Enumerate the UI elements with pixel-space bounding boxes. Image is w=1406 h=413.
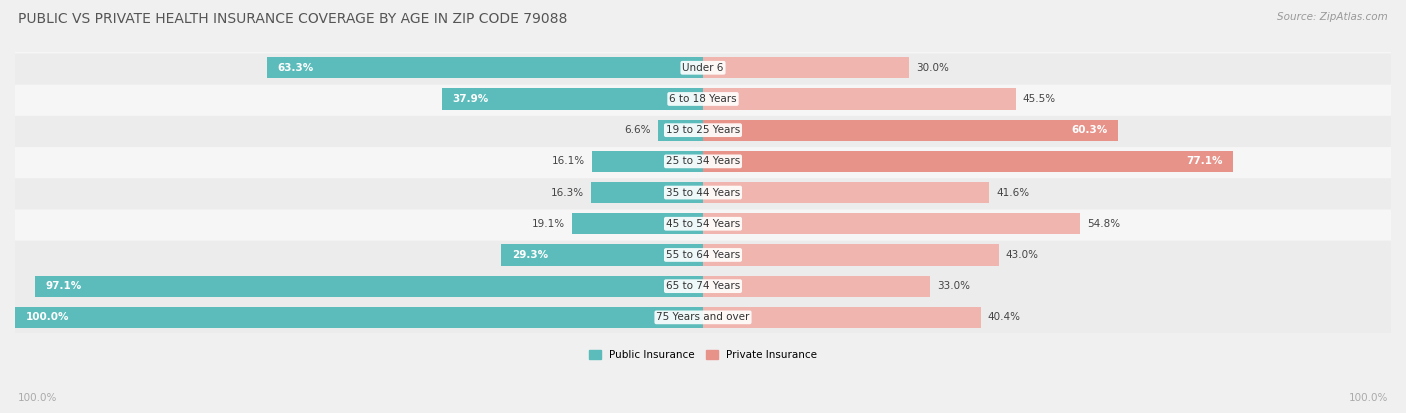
Text: 100.0%: 100.0% xyxy=(1348,393,1388,403)
Bar xyxy=(703,151,1233,172)
Bar xyxy=(703,307,981,328)
Bar xyxy=(572,213,703,234)
Text: 16.1%: 16.1% xyxy=(553,157,585,166)
Bar xyxy=(703,275,929,297)
FancyBboxPatch shape xyxy=(1,85,1405,238)
Text: 25 to 34 Years: 25 to 34 Years xyxy=(666,157,740,166)
FancyBboxPatch shape xyxy=(1,178,1405,332)
Text: 6.6%: 6.6% xyxy=(624,125,651,135)
Bar xyxy=(703,88,1017,109)
Bar xyxy=(703,57,910,78)
Text: 16.3%: 16.3% xyxy=(551,188,583,197)
Text: Source: ZipAtlas.com: Source: ZipAtlas.com xyxy=(1277,12,1388,22)
Bar xyxy=(703,244,998,266)
FancyBboxPatch shape xyxy=(1,147,1405,301)
Text: 77.1%: 77.1% xyxy=(1187,157,1223,166)
Text: 29.3%: 29.3% xyxy=(512,250,548,260)
FancyBboxPatch shape xyxy=(1,241,1405,394)
Legend: Public Insurance, Private Insurance: Public Insurance, Private Insurance xyxy=(585,346,821,364)
Text: 75 Years and over: 75 Years and over xyxy=(657,312,749,323)
Bar xyxy=(502,244,703,266)
Text: 33.0%: 33.0% xyxy=(936,281,970,291)
Bar xyxy=(703,119,1118,141)
Bar xyxy=(658,119,703,141)
Text: 100.0%: 100.0% xyxy=(25,312,69,323)
FancyBboxPatch shape xyxy=(1,53,1405,207)
Bar xyxy=(591,182,703,203)
FancyBboxPatch shape xyxy=(1,116,1405,269)
Text: 35 to 44 Years: 35 to 44 Years xyxy=(666,188,740,197)
Text: 40.4%: 40.4% xyxy=(988,312,1021,323)
Text: 97.1%: 97.1% xyxy=(45,281,82,291)
Text: 41.6%: 41.6% xyxy=(995,188,1029,197)
Text: 45 to 54 Years: 45 to 54 Years xyxy=(666,219,740,229)
Bar xyxy=(35,275,703,297)
Text: 54.8%: 54.8% xyxy=(1087,219,1121,229)
Text: 65 to 74 Years: 65 to 74 Years xyxy=(666,281,740,291)
Text: 37.9%: 37.9% xyxy=(453,94,489,104)
FancyBboxPatch shape xyxy=(1,0,1405,145)
Bar xyxy=(703,213,1080,234)
Text: 63.3%: 63.3% xyxy=(278,63,314,73)
Text: 43.0%: 43.0% xyxy=(1005,250,1039,260)
Text: 55 to 64 Years: 55 to 64 Years xyxy=(666,250,740,260)
Text: 45.5%: 45.5% xyxy=(1024,94,1056,104)
Bar xyxy=(592,151,703,172)
Bar xyxy=(267,57,703,78)
Text: 100.0%: 100.0% xyxy=(18,393,58,403)
Bar xyxy=(443,88,703,109)
Text: 30.0%: 30.0% xyxy=(917,63,949,73)
Text: 19.1%: 19.1% xyxy=(531,219,565,229)
Bar xyxy=(15,307,703,328)
Text: 60.3%: 60.3% xyxy=(1071,125,1108,135)
Bar xyxy=(703,182,990,203)
FancyBboxPatch shape xyxy=(1,209,1405,363)
Text: 19 to 25 Years: 19 to 25 Years xyxy=(666,125,740,135)
Text: PUBLIC VS PRIVATE HEALTH INSURANCE COVERAGE BY AGE IN ZIP CODE 79088: PUBLIC VS PRIVATE HEALTH INSURANCE COVER… xyxy=(18,12,568,26)
Text: 6 to 18 Years: 6 to 18 Years xyxy=(669,94,737,104)
Text: Under 6: Under 6 xyxy=(682,63,724,73)
FancyBboxPatch shape xyxy=(1,22,1405,176)
